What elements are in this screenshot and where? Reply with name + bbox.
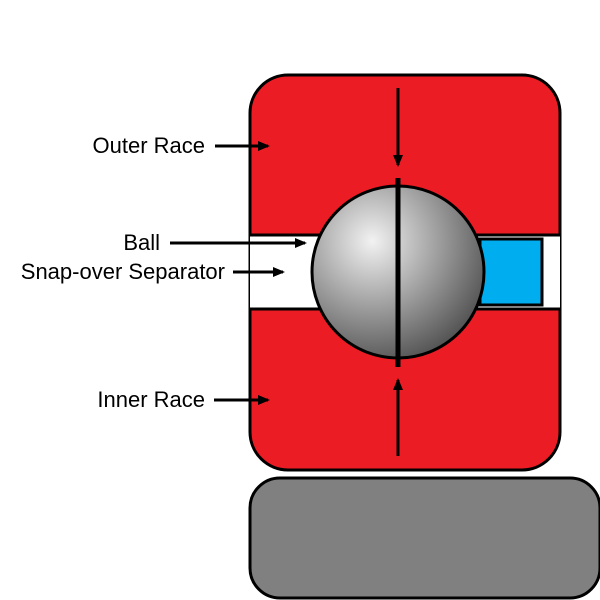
label-outer-race: Outer Race <box>93 133 206 159</box>
snap-over-separator <box>480 239 542 305</box>
label-inner-race: Inner Race <box>97 387 205 413</box>
bearing-cross-section-diagram <box>0 0 600 600</box>
label-separator: Snap-over Separator <box>21 259 225 285</box>
label-ball: Ball <box>123 230 160 256</box>
shaft-body <box>250 478 600 598</box>
